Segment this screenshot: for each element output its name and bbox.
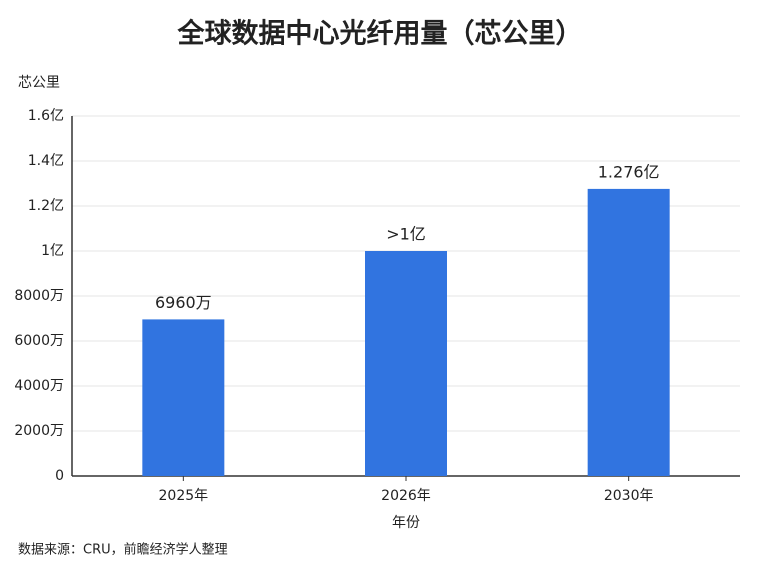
value-label: 6960万	[155, 293, 212, 312]
x-tick-label: 2026年	[381, 488, 431, 504]
y-tick-label: 8000万	[14, 288, 64, 304]
y-tick-label: 6000万	[14, 333, 64, 349]
x-tick-label: 2030年	[604, 488, 654, 504]
x-axis-label: 年份	[392, 515, 420, 531]
x-tick-label: 2025年	[159, 488, 209, 504]
y-tick-label: 1亿	[41, 243, 64, 259]
y-axis-label: 芯公里	[18, 75, 60, 91]
y-tick-label: 4000万	[14, 378, 64, 394]
value-label: 1.276亿	[598, 162, 660, 181]
bar	[365, 251, 447, 476]
y-tick-label: 2000万	[14, 423, 64, 439]
chart-title: 全球数据中心光纤用量（芯公里）	[177, 18, 583, 50]
value-label: >1亿	[386, 225, 426, 244]
y-tick-label: 1.4亿	[28, 153, 64, 169]
source: 数据来源：CRU，前瞻经济学人整理	[18, 542, 228, 558]
y-tick-label: 1.2亿	[28, 198, 64, 214]
bar	[142, 319, 225, 476]
bar	[587, 188, 670, 476]
y-tick-label: 1.6亿	[28, 108, 64, 124]
y-tick-label: 0	[55, 468, 64, 484]
